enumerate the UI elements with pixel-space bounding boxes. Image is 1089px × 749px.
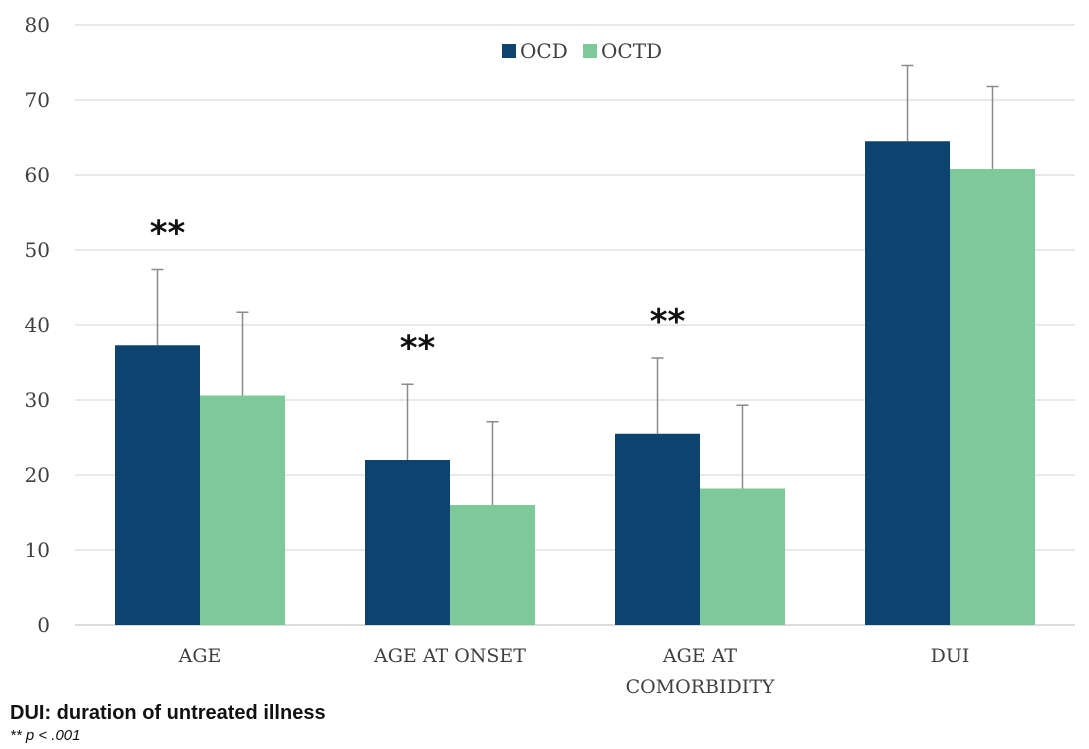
- y-tick-label: 30: [25, 388, 50, 412]
- bar-ocd: [365, 460, 450, 625]
- significance-marker: **: [400, 328, 436, 368]
- legend-label-ocd: OCD: [520, 39, 568, 63]
- x-category-label: AGE AT COMORBIDITY: [626, 645, 775, 698]
- significance-marker: **: [650, 302, 686, 342]
- legend-label-octd: OCTD: [601, 39, 662, 63]
- y-tick-label: 20: [25, 463, 50, 487]
- y-tick-label: 10: [25, 538, 50, 562]
- bar-octd: [950, 169, 1035, 625]
- bar-ocd: [865, 141, 950, 625]
- y-tick-label: 50: [25, 238, 50, 262]
- bar-octd: [450, 505, 535, 625]
- legend-swatch-ocd: [502, 44, 516, 58]
- significance-markers: ** ** **: [150, 214, 686, 369]
- error-bars: [151, 64, 999, 505]
- y-axis-tick-labels: 0 10 20 30 40 50 60 70 80: [25, 13, 50, 637]
- bar-octd: [200, 395, 285, 625]
- legend: OCD OCTD: [502, 39, 662, 63]
- y-tick-label: 40: [25, 313, 50, 337]
- x-axis-category-labels: AGE AGE AT ONSET AGE AT COMORBIDITY DUI: [178, 645, 970, 698]
- bar-octd: [700, 488, 785, 625]
- bars: [115, 141, 1035, 625]
- bar-ocd: [615, 433, 700, 625]
- bar-ocd: [115, 345, 200, 625]
- x-category-label: DUI: [931, 645, 970, 667]
- x-category-label: AGE: [178, 645, 222, 667]
- y-tick-label: 60: [25, 163, 50, 187]
- y-tick-label: 0: [37, 613, 50, 637]
- significance-marker: **: [150, 214, 186, 254]
- significance-footnote: ** p < .001: [10, 727, 81, 744]
- bar-chart: 0 10 20 30 40 50 60 70 80 AGE AGE AT ONSET AGE AT C…: [25, 13, 1075, 698]
- legend-swatch-octd: [583, 44, 597, 58]
- x-category-label: AGE AT ONSET: [373, 645, 526, 667]
- abbreviation-footnote: DUI: duration of untreated illness: [10, 702, 326, 724]
- y-tick-label: 80: [25, 13, 50, 37]
- y-tick-label: 70: [25, 88, 50, 112]
